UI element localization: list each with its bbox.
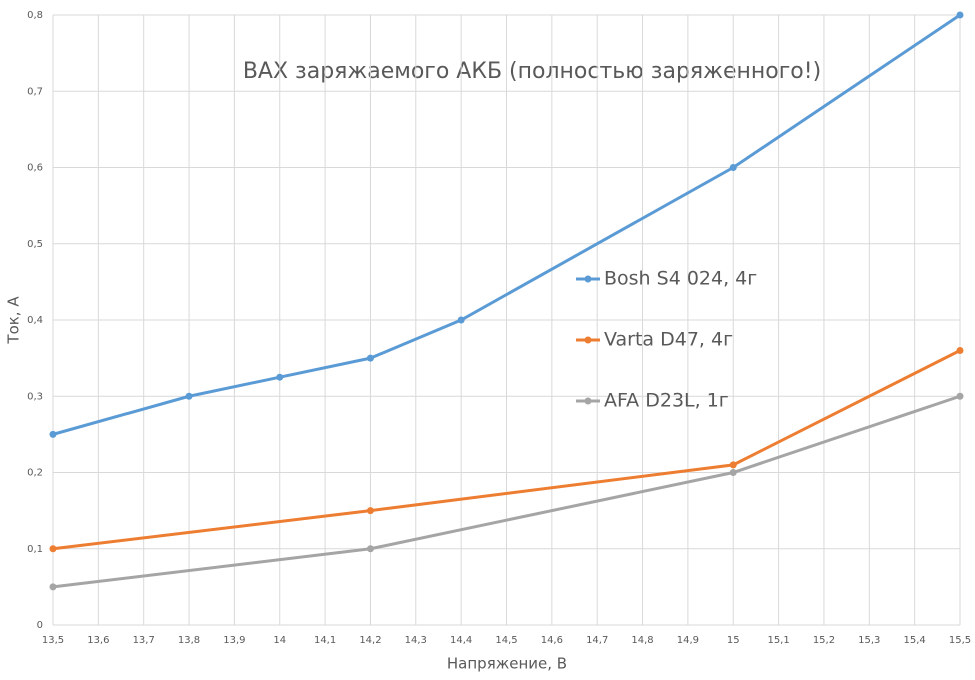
x-tick-label: 14,6: [541, 635, 563, 646]
x-tick-label: 15,2: [813, 635, 835, 646]
data-point: [366, 507, 374, 515]
x-tick-label: 13,5: [42, 635, 64, 646]
x-tick-label: 13,9: [223, 635, 245, 646]
data-point: [366, 354, 374, 362]
data-point: [956, 11, 964, 19]
data-point: [49, 430, 57, 438]
data-point: [366, 545, 374, 553]
legend-label: Bosh S4 024, 4г: [604, 268, 757, 290]
x-tick-label: 14,1: [314, 635, 336, 646]
x-axis-label: Напряжение, В: [447, 655, 567, 673]
data-point: [276, 373, 284, 381]
x-tick-label: 15: [727, 635, 740, 646]
data-point: [956, 392, 964, 400]
y-tick-label: 0,4: [27, 315, 43, 326]
y-tick-label: 0,2: [27, 468, 43, 479]
x-tick-label: 15,3: [858, 635, 880, 646]
x-tick-label: 14,8: [631, 635, 653, 646]
chart-title: ВАХ заряжаемого АКБ (полностью заряженно…: [243, 59, 821, 84]
x-tick-label: 15,1: [767, 635, 789, 646]
x-tick-label: 15,4: [904, 635, 926, 646]
y-tick-label: 0,5: [27, 239, 43, 250]
data-point: [185, 392, 193, 400]
x-tick-label: 15,5: [949, 635, 971, 646]
x-tick-label: 13,6: [87, 635, 109, 646]
legend-marker: [584, 336, 592, 344]
legend-marker: [584, 275, 592, 283]
x-tick-label: 14,7: [586, 635, 608, 646]
y-tick-label: 0,1: [27, 544, 43, 555]
data-point: [49, 583, 57, 591]
x-tick-label: 14,3: [405, 635, 427, 646]
legend-marker: [584, 397, 592, 405]
x-tick-label: 13,7: [133, 635, 155, 646]
data-point: [49, 545, 57, 553]
legend-label: AFA D23L, 1г: [604, 390, 729, 412]
x-tick-label: 14: [273, 635, 286, 646]
series-line: [52, 349, 961, 551]
y-tick-label: 0,6: [27, 163, 43, 174]
data-point: [729, 461, 737, 469]
x-tick-label: 14,4: [450, 635, 472, 646]
x-tick-label: 13,8: [178, 635, 200, 646]
y-tick-label: 0: [37, 620, 43, 631]
y-tick-label: 0,7: [27, 86, 43, 97]
x-tick-label: 14,5: [495, 635, 517, 646]
data-point: [729, 469, 737, 476]
data-point: [457, 316, 465, 324]
y-axis-label: Ток, А: [5, 296, 23, 345]
legend-label: Varta D47, 4г: [604, 329, 733, 351]
y-tick-label: 0,3: [27, 391, 43, 402]
x-tick-label: 14,9: [677, 635, 699, 646]
series-line: [52, 394, 961, 589]
y-tick-label: 0,8: [27, 10, 43, 21]
x-tick-label: 14,2: [359, 635, 381, 646]
data-point: [956, 347, 964, 354]
data-point: [729, 164, 737, 171]
